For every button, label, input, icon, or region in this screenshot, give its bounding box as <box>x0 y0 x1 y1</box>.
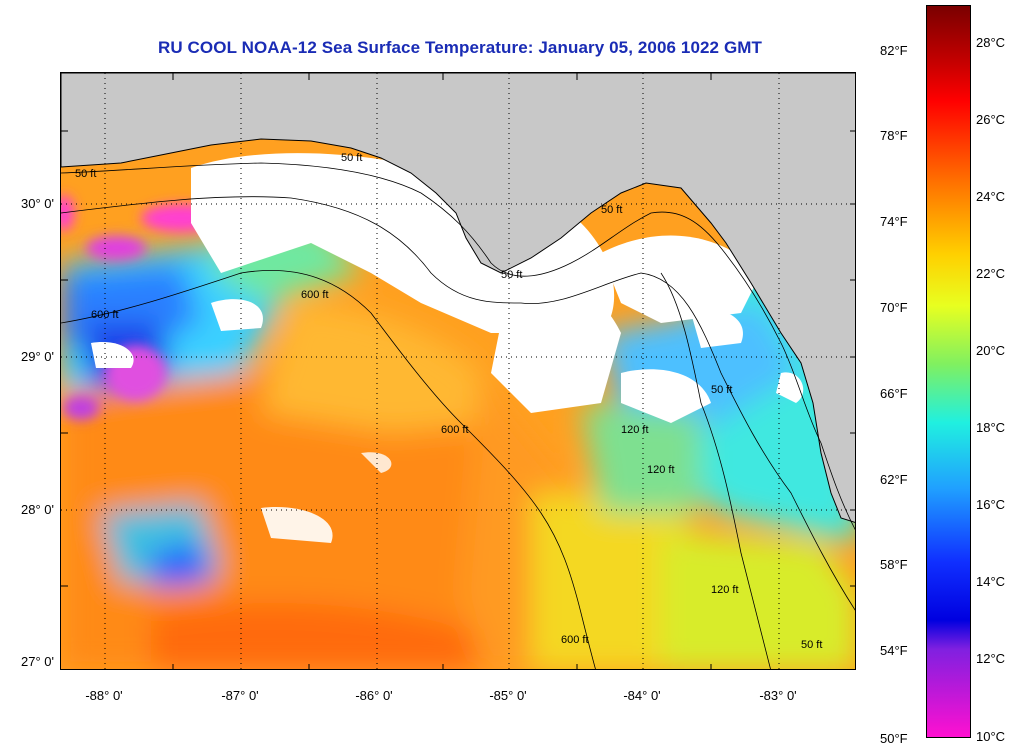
map-ticks <box>61 73 855 669</box>
colorbar-c-label: 14°C <box>976 574 1006 589</box>
colorbar-c-label: 28°C <box>976 35 1006 50</box>
colorbar-c-label: 24°C <box>976 189 1006 204</box>
lon-label: -83° 0' <box>759 688 797 703</box>
contour-label-50ft: 50 ft <box>75 168 96 180</box>
contour-label-50ft: 50 ft <box>341 152 362 164</box>
colorbar-f-label: 82°F <box>880 43 908 58</box>
lon-label: -86° 0' <box>355 688 393 703</box>
colorbar-c-label: 26°C <box>976 112 1006 127</box>
colorbar-f-label: 74°F <box>880 214 908 229</box>
sst-map-canvas: 50 ft 50 ft 50 ft 50 ft 600 ft 600 ft 60… <box>61 73 855 669</box>
contour-label-600ft: 600 ft <box>561 634 589 646</box>
colorbar-f-label: 70°F <box>880 300 908 315</box>
colorbar-f-label: 78°F <box>880 128 908 143</box>
colorbar-c-label: 10°C <box>976 729 1006 744</box>
contour-label-50ft: 50 ft <box>801 639 822 651</box>
lon-label: -87° 0' <box>221 688 259 703</box>
colorbar-f-label: 62°F <box>880 472 908 487</box>
contour-label-120ft: 120 ft <box>621 424 649 436</box>
lon-label: -84° 0' <box>623 688 661 703</box>
lon-label: -88° 0' <box>85 688 123 703</box>
colorbar-f-label: 66°F <box>880 386 908 401</box>
land <box>61 73 855 523</box>
map-title: RU COOL NOAA-12 Sea Surface Temperature:… <box>157 38 763 57</box>
temperature-colorbar <box>926 5 971 738</box>
colorbar-f-label: 54°F <box>880 643 908 658</box>
lat-label: 27° 0' <box>21 654 54 669</box>
contour-label-600ft: 600 ft <box>91 309 119 321</box>
colorbar-c-label: 16°C <box>976 497 1006 512</box>
colorbar-c-label: 22°C <box>976 266 1006 281</box>
contour-label-600ft: 600 ft <box>301 289 329 301</box>
sst-map[interactable]: 50 ft 50 ft 50 ft 50 ft 600 ft 600 ft 60… <box>60 72 856 670</box>
contour-label-600ft: 600 ft <box>441 424 469 436</box>
colorbar-f-label: 50°F <box>880 731 908 746</box>
colorbar-c-label: 18°C <box>976 420 1006 435</box>
colorbar-c-label: 12°C <box>976 651 1006 666</box>
lat-label: 29° 0' <box>21 349 54 364</box>
lon-label: -85° 0' <box>489 688 527 703</box>
lat-label: 30° 0' <box>21 196 54 211</box>
contour-label-50ft: 50 ft <box>501 269 522 281</box>
colorbar-c-label: 20°C <box>976 343 1006 358</box>
colorbar-f-label: 58°F <box>880 557 908 572</box>
contour-label-120ft: 120 ft <box>711 584 739 596</box>
contour-label-120ft: 120 ft <box>647 464 675 476</box>
contour-label-50ft: 50 ft <box>601 204 622 216</box>
bathymetry-contours <box>61 162 855 669</box>
lat-label: 28° 0' <box>21 502 54 517</box>
contour-label-50ft: 50 ft <box>711 384 732 396</box>
